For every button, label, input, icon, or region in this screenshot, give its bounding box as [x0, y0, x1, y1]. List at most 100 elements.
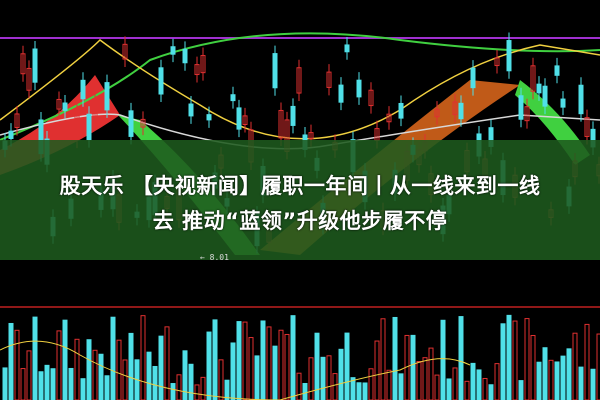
- volume-bar: [428, 347, 434, 400]
- headline-line-1: 股天乐 【央视新闻】履职一年间丨从一线来到一线: [59, 174, 541, 198]
- volume-bar: [308, 357, 314, 400]
- volume-bar: [320, 356, 326, 400]
- volume-bar: [44, 364, 50, 400]
- candle-body: [296, 67, 302, 94]
- candle-body: [86, 113, 92, 141]
- volume-bar: [236, 321, 242, 400]
- candle-body: [92, 97, 98, 118]
- volume-bar: [392, 316, 398, 400]
- volume-bar: [98, 353, 104, 400]
- volume-bar: [362, 382, 368, 400]
- candle-body: [8, 130, 14, 140]
- volume-bar: [92, 349, 98, 400]
- volume-bar: [572, 332, 578, 400]
- volume-bar: [32, 316, 38, 400]
- volume-bar: [338, 348, 344, 400]
- volume-bar: [422, 357, 428, 400]
- volume-bar: [566, 348, 572, 400]
- volume-bar: [356, 382, 362, 400]
- volume-bar: [200, 376, 206, 400]
- volume-bar: [50, 368, 56, 400]
- volume-bar: [290, 315, 296, 400]
- volume-bar: [452, 367, 458, 400]
- candle-body: [554, 65, 560, 76]
- candle-body: [326, 71, 332, 88]
- candle-body: [80, 79, 86, 100]
- volume-bar: [170, 383, 176, 400]
- candle-body: [32, 48, 38, 83]
- volume-bar: [266, 326, 272, 400]
- volume-bar: [56, 330, 62, 400]
- volume-bar: [344, 332, 350, 400]
- volume-bar: [86, 339, 92, 400]
- candle-body: [20, 53, 26, 75]
- candle-body: [188, 103, 194, 117]
- volume-bar: [332, 373, 338, 400]
- candle-body: [194, 64, 200, 76]
- volume-bar: [62, 319, 68, 400]
- headline-banner: [0, 140, 600, 260]
- volume-bar: [176, 374, 182, 400]
- volume-bar: [116, 339, 122, 400]
- candle-body: [230, 94, 236, 102]
- ma-line-yellow: [0, 39, 600, 140]
- candle-body: [158, 67, 164, 95]
- volume-bar: [464, 380, 470, 400]
- volume-bar: [188, 363, 194, 400]
- volume-bar: [440, 319, 446, 400]
- volume-bar: [326, 355, 332, 400]
- candle-body: [542, 85, 548, 107]
- volume-bar: [128, 332, 134, 400]
- candle-body: [272, 53, 278, 89]
- volume-bar: [296, 372, 302, 400]
- volume-bar: [182, 350, 188, 400]
- candle-body: [344, 44, 350, 53]
- candle-body: [386, 113, 392, 123]
- candle-body: [104, 82, 110, 111]
- volume-bar: [458, 316, 464, 400]
- candle-body: [584, 117, 590, 137]
- volume-bar: [380, 318, 386, 400]
- volume-bar: [242, 321, 248, 400]
- candle-body: [122, 43, 128, 60]
- volume-bar: [146, 351, 152, 400]
- volume-bar: [476, 369, 482, 400]
- volume-bar: [548, 359, 554, 400]
- volume-bar: [482, 377, 488, 400]
- candle-body: [56, 98, 62, 110]
- volume-bar: [80, 378, 86, 400]
- volume-bar: [110, 316, 116, 400]
- volume-bar: [374, 340, 380, 400]
- volume-bar: [446, 378, 452, 400]
- candle-body: [338, 84, 344, 103]
- candle-body: [308, 132, 314, 140]
- volume-bar: [524, 318, 530, 400]
- volume-bar: [272, 345, 278, 400]
- volume-bar: [314, 332, 320, 400]
- volume-bar: [26, 350, 32, 400]
- volume-bar: [578, 366, 584, 400]
- candle-body: [62, 102, 68, 111]
- volume-bar: [536, 361, 542, 400]
- volume-bar: [500, 323, 506, 400]
- volume-bar: [284, 333, 290, 400]
- candle-body: [518, 95, 524, 120]
- volume-bar: [554, 361, 560, 400]
- volume-bar: [194, 384, 200, 400]
- candle-body: [470, 67, 476, 89]
- volume-bar: [158, 335, 164, 400]
- volume-bar: [488, 384, 494, 400]
- candle-body: [536, 83, 542, 94]
- candle-body: [368, 89, 374, 107]
- volume-bar: [68, 367, 74, 400]
- candle-body: [458, 102, 464, 120]
- volume-bar: [206, 331, 212, 400]
- volume-bar: [38, 371, 44, 400]
- volume-bar: [416, 361, 422, 400]
- volume-bar: [470, 362, 476, 400]
- volume-bar: [260, 320, 266, 400]
- candle-body: [26, 67, 32, 91]
- volume-bar: [212, 319, 218, 400]
- candle-body: [452, 101, 458, 115]
